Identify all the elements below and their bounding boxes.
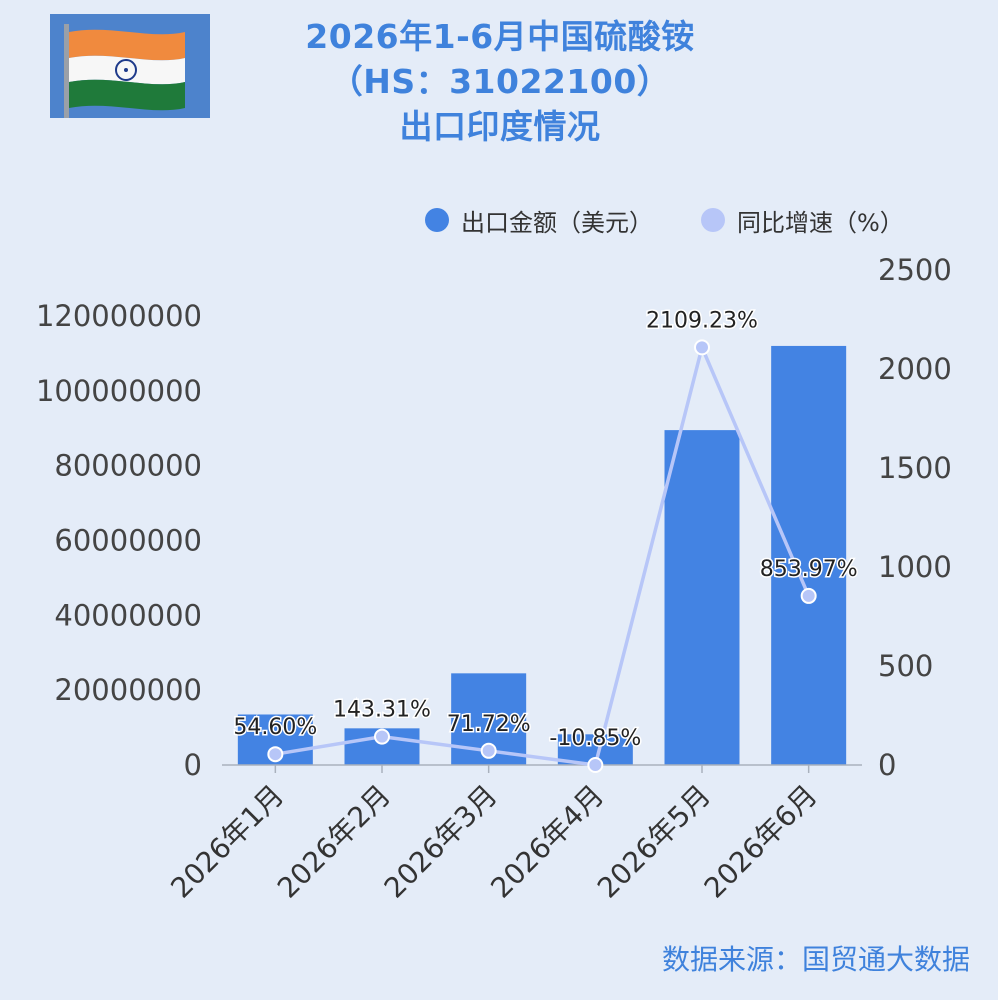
legend-item-yoy-growth[interactable]: 同比增速（%） — [701, 203, 904, 238]
title-line-2: （HS：31022100） — [329, 62, 671, 101]
growth-data-label: 71.72% — [447, 712, 531, 737]
india-flag-image — [50, 14, 210, 118]
growth-data-label: 54.60% — [233, 715, 317, 740]
chart-title: 2026年1-6月中国硫酸铵 （HS：31022100） 出口印度情况 — [200, 14, 800, 149]
legend-label-yoy-growth: 同比增速（%） — [737, 208, 904, 237]
growth-point — [800, 587, 817, 604]
growth-line — [275, 345, 811, 767]
y-left-tick-label: 40000000 — [54, 598, 202, 632]
growth-data-label: 2109.23% — [646, 308, 758, 333]
growth-point — [374, 728, 390, 745]
x-tick-label: 2026年3月 — [378, 779, 504, 905]
bar — [664, 430, 740, 765]
x-tick-label: 2026年5月 — [591, 779, 717, 905]
legend-swatch-line — [701, 208, 725, 232]
title-line-3: 出口印度情况 — [399, 107, 601, 146]
y-right-tick-label: 500 — [878, 649, 933, 683]
bar — [771, 345, 847, 765]
y-left-tick-label: 120000000 — [36, 299, 202, 333]
y-left-tick-label: 20000000 — [54, 673, 202, 707]
y-left-tick-label: 80000000 — [54, 449, 202, 483]
y-right-tick-label: 1000 — [878, 550, 952, 584]
growth-data-label: -10.85% — [549, 726, 641, 751]
legend-swatch-bar — [425, 208, 449, 232]
y-left-tick-label: 0 — [184, 748, 202, 782]
y-left-tick-label: 60000000 — [54, 524, 202, 558]
chart-legend: 出口金额（美元） 同比增速（%） — [425, 200, 904, 240]
y-right-tick-label: 2000 — [878, 352, 952, 386]
x-tick-label: 2026年1月 — [164, 779, 290, 905]
y-right-tick-label: 0 — [878, 748, 896, 782]
y-right-tick-label: 2500 — [878, 253, 952, 287]
growth-point — [587, 757, 604, 773]
growth-data-label: 853.97% — [760, 557, 858, 582]
growth-point — [694, 339, 710, 356]
title-line-1: 2026年1-6月中国硫酸铵 — [305, 17, 695, 56]
y-left-tick-label: 100000000 — [36, 374, 202, 408]
growth-point — [480, 742, 497, 759]
data-source: 数据来源：国贸通大数据 — [661, 943, 970, 976]
legend-item-export-amount[interactable]: 出口金额（美元） — [425, 203, 653, 238]
x-tick-label: 2026年4月 — [484, 779, 610, 905]
legend-label-export-amount: 出口金额（美元） — [461, 208, 653, 237]
x-tick-label: 2026年2月 — [271, 779, 397, 905]
growth-point — [267, 746, 284, 763]
growth-data-label: 143.31% — [333, 698, 431, 723]
y-right-tick-label: 1500 — [878, 451, 952, 485]
x-tick-label: 2026年6月 — [698, 779, 824, 905]
